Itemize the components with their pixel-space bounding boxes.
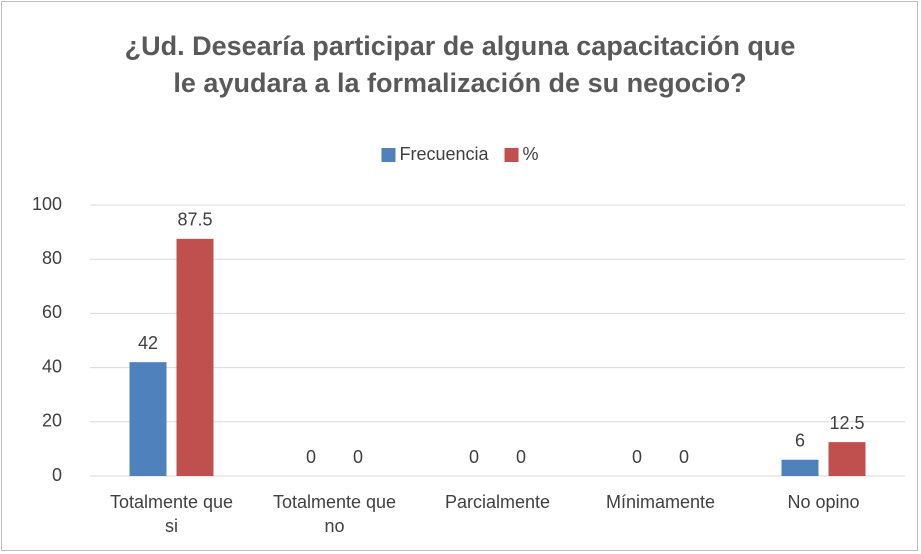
y-tick-label: 60 <box>42 302 62 322</box>
data-label: 42 <box>138 333 158 353</box>
x-tick-label: No opino <box>787 492 860 512</box>
chart-title: ¿Ud. Desearía participar de alguna capac… <box>124 31 796 98</box>
legend-swatch <box>504 148 519 162</box>
data-label: 0 <box>306 447 316 467</box>
y-tick-label: 40 <box>42 356 62 376</box>
x-tick-label: Totalmente que si <box>109 492 234 536</box>
x-tick-label: Mínimamente <box>605 492 716 512</box>
data-label: 6 <box>795 430 805 450</box>
x-tick-label: Parcialmente <box>444 492 551 512</box>
data-label: 0 <box>469 447 479 467</box>
data-label: 0 <box>632 447 642 467</box>
bar <box>176 238 214 476</box>
y-tick-label: 20 <box>42 411 62 431</box>
data-label: 12.5 <box>829 413 864 433</box>
legend-label: Frecuencia <box>399 144 489 164</box>
data-label: 0 <box>516 447 526 467</box>
x-tick-label: Totalmente que no <box>272 492 397 536</box>
bar <box>781 459 819 476</box>
bar <box>129 362 167 476</box>
legend-label: % <box>523 144 539 164</box>
data-label: 87.5 <box>177 210 212 230</box>
legend-swatch <box>381 148 396 162</box>
data-label: 0 <box>353 447 363 467</box>
y-tick-label: 80 <box>42 248 62 268</box>
bar <box>828 442 866 476</box>
data-label: 0 <box>679 447 689 467</box>
y-tick-label: 0 <box>52 465 62 485</box>
y-tick-label: 100 <box>32 194 62 214</box>
